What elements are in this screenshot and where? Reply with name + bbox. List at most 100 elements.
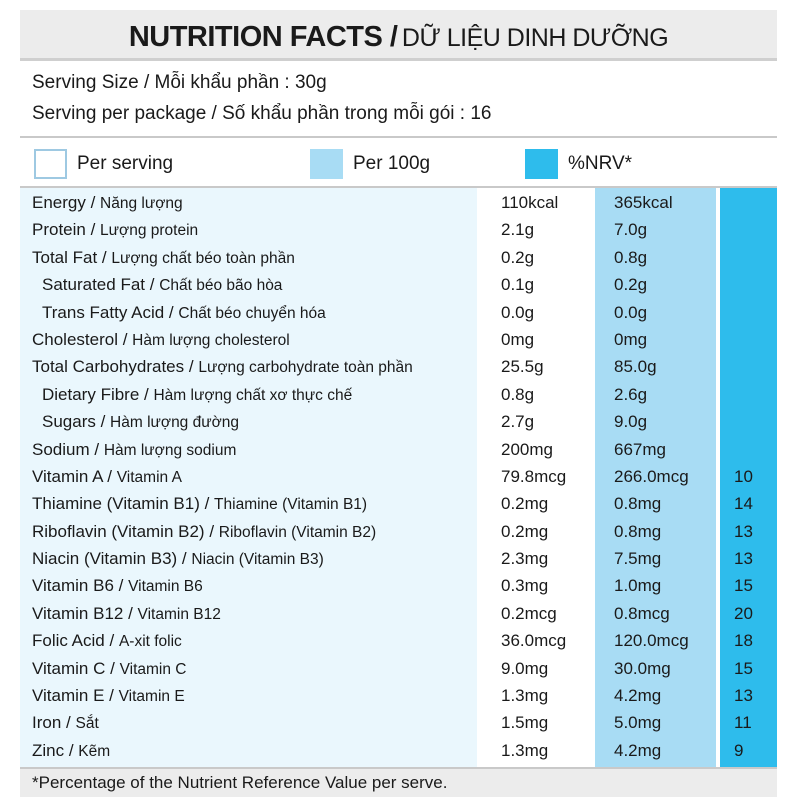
nutrient-name-en: Vitamin C /	[32, 658, 115, 678]
nutrient-name-en: Total Fat /	[32, 247, 107, 267]
nrv-value: 15	[734, 576, 753, 596]
nutrient-name-en: Trans Fatty Acid /	[42, 302, 174, 322]
nutrient-name: Energy / Năng lượng	[32, 193, 183, 213]
nutrient-name: Protein / Lượng protein	[32, 220, 198, 240]
per-serving-value: 1.3mg	[501, 740, 549, 760]
legend-per-100g-label: Per 100g	[353, 153, 431, 174]
nutrient-table: Energy / Năng lượng 110kcal 365kcal Protein…	[20, 189, 777, 764]
per-100g-value: 4.2mg	[614, 740, 662, 760]
nutrient-row: Energy / Năng lượng 110kcal 365kcal	[20, 189, 777, 216]
per-serving-value: 0.2mcg	[501, 603, 557, 623]
nutrient-row: Iron / Sắt 1.5mg 5.0mg 11	[20, 709, 777, 736]
per-serving-value: 0.8g	[501, 384, 535, 404]
per-serving-value: 0mg	[501, 329, 535, 349]
nutrient-name-vi: Hàm lượng sodium	[103, 441, 237, 459]
nutrient-name-en: Folic Acid /	[32, 631, 115, 651]
nutrient-row: Sugars / Hàm lượng đường 2.7g 9.0g	[20, 408, 777, 435]
nutrient-row: Trans Fatty Acid / Chất béo chuyển hóa 0.…	[20, 299, 777, 326]
nutrient-row: Cholesterol / Hàm lượng cholesterol 0mg 0m…	[20, 326, 777, 353]
nutrient-name-en: Total Carbohydrates /	[32, 357, 194, 377]
nutrient-name-vi: Hàm lượng chất xơ thực chế	[153, 386, 353, 404]
nutrient-row: Protein / Lượng protein 2.1g 7.0g	[20, 216, 777, 243]
nutrient-name-vi: Niacin (Vitamin B3)	[191, 551, 324, 569]
nutrient-row: Folic Acid / A-xit folic 36.0mcg 120.0mcg 1…	[20, 627, 777, 654]
per-100g-value: 0.8mg	[614, 521, 662, 541]
nutrient-name-vi: Vitamin C	[119, 660, 187, 678]
title-vietnamese: DỮ LIỆU DINH DƯỠNG	[401, 24, 669, 52]
legend-nrv: %NRV*	[525, 148, 632, 180]
nutrient-name-en: Vitamin B12 /	[32, 603, 133, 623]
per-100g-value: 0.0g	[614, 302, 648, 322]
footer-note: *Percentage of the Nutrient Reference Va…	[20, 767, 777, 797]
nutrient-row: Vitamin C / Vitamin C 9.0mg 30.0mg 15	[20, 655, 777, 682]
nrv-value: 20	[734, 603, 753, 623]
per-100g-value: 365kcal	[614, 193, 673, 212]
title-english: NUTRITION FACTS /	[128, 21, 398, 53]
nutrient-name-vi: Chất béo bão hòa	[159, 277, 283, 295]
nrv-value: 10	[734, 466, 753, 486]
per-100g-value: 7.0g	[614, 220, 648, 240]
nutrient-name: Total Carbohydrates / Lượng carbohydrate…	[32, 357, 413, 377]
per-serving-value: 2.3mg	[501, 549, 549, 569]
nutrient-name: Total Fat / Lượng chất béo toàn phần	[32, 248, 295, 268]
nutrient-name-en: Thiamine (Vitamin B1) /	[32, 494, 210, 514]
per-100g-value: 0mg	[614, 329, 648, 349]
per-serving-value: 0.2mg	[501, 494, 549, 514]
per-100g-value: 120.0mcg	[614, 631, 689, 651]
per-100g-value: 4.2mg	[614, 686, 662, 706]
nutrient-name-en: Iron /	[32, 713, 71, 733]
per-100g-value: 0.8g	[614, 247, 648, 267]
panel-title: NUTRITION FACTS / DỮ LIỆU DINH DƯỠNG	[20, 10, 777, 61]
nrv-value: 11	[734, 713, 752, 733]
column-legend: Per serving Per 100g %NRV*	[20, 138, 777, 188]
per-serving-value: 1.5mg	[501, 713, 549, 733]
per-serving-value: 1.3mg	[501, 686, 549, 706]
per-serving-column-bg	[477, 188, 595, 768]
nutrient-name: Folic Acid / A-xit folic	[32, 631, 182, 651]
nutrient-name-en: Niacin (Vitamin B3) /	[32, 549, 187, 569]
per-serving-value: 2.7g	[501, 412, 535, 432]
servings-per-package: Serving per package / Số khẩu phần trong…	[32, 103, 492, 124]
nutrient-name-en: Vitamin A /	[32, 466, 113, 486]
nrv-value: 18	[734, 631, 753, 651]
per-100g-value: 0.8mcg	[614, 603, 670, 623]
nutrient-name-en: Vitamin B6 /	[32, 576, 124, 596]
nutrient-name-en: Vitamin E /	[32, 686, 114, 706]
nutrient-name: Thiamine (Vitamin B1) / Thiamine (Vitami…	[32, 494, 367, 514]
nutrient-name-vi: Hàm lượng cholesterol	[132, 331, 290, 349]
per-100g-value: 0.8mg	[614, 494, 662, 514]
nutrient-name-vi: Sắt	[75, 715, 99, 733]
per-serving-value: 0.2mg	[501, 521, 549, 541]
nutrient-name: Vitamin B6 / Vitamin B6	[32, 576, 203, 596]
nutrient-row: Vitamin A / Vitamin A 79.8mcg 266.0mcg 10	[20, 463, 777, 490]
nutrient-name-vi: Lượng chất béo toàn phần	[111, 249, 295, 267]
nutrient-name-vi: Vitamin B12	[137, 605, 221, 623]
legend-per-100g: Per 100g	[310, 148, 430, 180]
per-100g-value: 2.6g	[614, 384, 648, 404]
nutrient-row: Vitamin B6 / Vitamin B6 0.3mg 1.0mg 15	[20, 572, 777, 599]
column-gap	[716, 188, 720, 768]
nutrient-name: Cholesterol / Hàm lượng cholesterol	[32, 330, 290, 350]
legend-per-serving-label: Per serving	[77, 153, 174, 174]
per-serving-value: 110kcal	[501, 193, 559, 212]
nutrient-name-en: Sodium /	[32, 439, 100, 459]
nutrient-name-vi: Vitamin E	[118, 688, 185, 706]
nutrient-row: Niacin (Vitamin B3) / Niacin (Vitamin B3…	[20, 545, 777, 572]
nutrient-row: Thiamine (Vitamin B1) / Thiamine (Vitami…	[20, 490, 777, 517]
nutrient-name-vi: Vitamin B6	[128, 578, 203, 596]
nutrient-name: Iron / Sắt	[32, 713, 99, 733]
nrv-value: 13	[734, 521, 753, 541]
per-serving-value: 9.0mg	[501, 658, 549, 678]
nutrient-name-en: Riboflavin (Vitamin B2) /	[32, 521, 215, 541]
nutrient-name: Vitamin C / Vitamin C	[32, 659, 186, 679]
per-100g-value: 667mg	[614, 439, 666, 459]
nutrient-name: Sugars / Hàm lượng đường	[42, 412, 239, 432]
serving-info: Serving Size / Mỗi khẩu phần : 30g Servi…	[20, 62, 777, 139]
per-serving-value: 0.3mg	[501, 576, 549, 596]
nutrient-name-vi: Riboflavin (Vitamin B2)	[218, 523, 377, 541]
per-100g-column-bg	[595, 188, 716, 768]
per-serving-value: 200mg	[501, 439, 553, 459]
per-serving-value: 36.0mcg	[501, 631, 567, 651]
nutrient-row: Total Carbohydrates / Lượng carbohydrate…	[20, 353, 777, 380]
nutrient-name: Vitamin A / Vitamin A	[32, 467, 182, 487]
